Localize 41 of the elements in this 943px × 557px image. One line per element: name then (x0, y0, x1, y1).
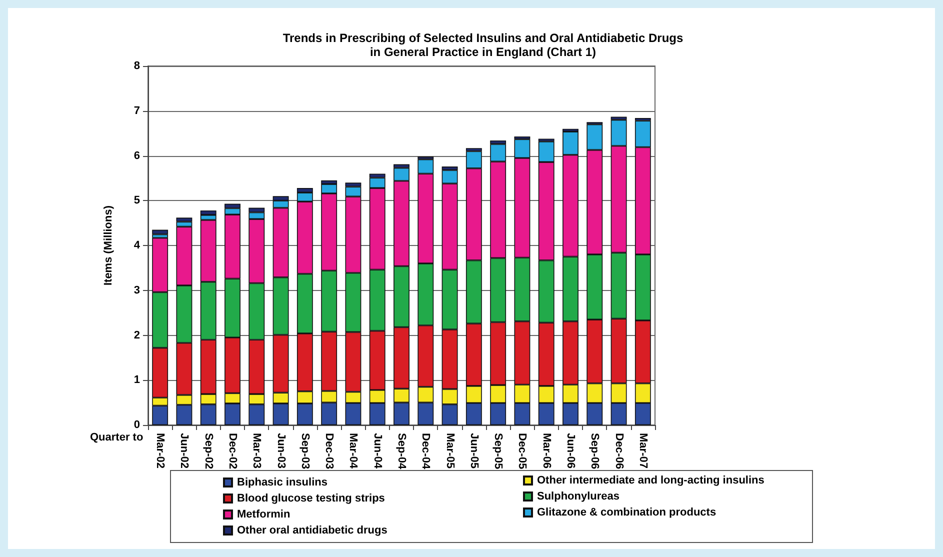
legend-label: Metformin (237, 508, 290, 520)
x-tick-label: Jun-05 (468, 433, 480, 468)
y-tick-label: 6 (134, 150, 140, 162)
bar (152, 230, 168, 234)
y-tick-label: 2 (134, 329, 140, 342)
y-tick-label: 7 (134, 104, 140, 117)
x-tick-label: Mar-07 (636, 433, 649, 468)
legend-label: Biphasic insulins (237, 476, 328, 488)
x-axis-title: Quarter to (90, 432, 144, 444)
x-tick-label: Dec-02 (226, 433, 238, 470)
x-tick-label: Sep-02 (202, 433, 214, 470)
x-tick-label: Mar-02 (154, 433, 166, 468)
chart-title: Trends in Prescribing of Selected Insulins and Oral Antidiabetic Drugs in General Practice in England (Chart 1) (282, 31, 684, 59)
x-tick-label: Dec-05 (516, 433, 528, 470)
y-tick-label: 8 (134, 60, 140, 72)
y-tick-label: 4 (134, 240, 141, 252)
legend-label: Blood glucose testing strips (237, 492, 385, 504)
x-tick-label: Sep-03 (298, 433, 311, 470)
legend-label: Sulphonylureas (537, 490, 620, 502)
y-tick-label: 5 (134, 194, 140, 207)
legend-label: Glitazone & combination products (537, 506, 716, 518)
x-tick-label: Jun-03 (274, 433, 287, 468)
x-tick-label: Jun-06 (564, 433, 576, 468)
x-tick-label: Mar-05 (444, 433, 456, 468)
x-tick-label: Sep-05 (492, 433, 504, 470)
x-tick-label: Sep-06 (588, 433, 601, 470)
x-tick-label: Dec-04 (420, 433, 432, 470)
y-tick-label: 3 (134, 284, 140, 296)
x-tick-label: Mar-03 (250, 433, 263, 468)
legend-label: Other intermediate and long-acting insulins (537, 474, 764, 486)
x-tick-label: Sep-04 (396, 433, 408, 470)
x-tick-label: Mar-06 (540, 433, 552, 468)
y-axis-title: Items (Millions) (102, 205, 114, 286)
x-tick-label: Mar-04 (347, 433, 360, 470)
x-tick-label: Jun-02 (178, 433, 190, 468)
x-tick-label: Dec-03 (323, 433, 336, 470)
y-tick-label: 1 (134, 374, 140, 386)
x-tick-label: Dec-06 (612, 433, 625, 470)
legend-label: Other oral antidiabetic drugs (237, 524, 388, 536)
x-tick-label: Jun-04 (371, 433, 384, 470)
y-tick-label: 0 (134, 419, 140, 431)
